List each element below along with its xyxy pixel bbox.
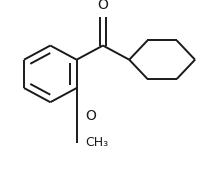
Text: O: O bbox=[86, 109, 97, 123]
Text: CH₃: CH₃ bbox=[86, 136, 109, 149]
Text: O: O bbox=[97, 0, 108, 12]
